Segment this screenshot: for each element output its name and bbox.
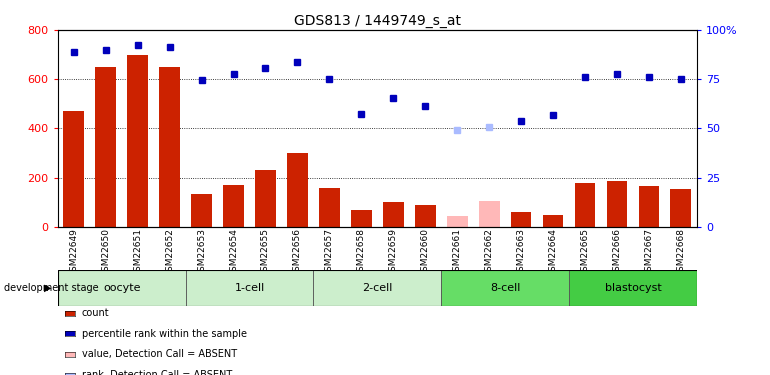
Bar (671, 189, 691, 227)
Bar (159, 67, 180, 227)
Bar (511, 212, 531, 227)
Text: percentile rank within the sample: percentile rank within the sample (82, 329, 246, 339)
Bar (447, 216, 467, 227)
Bar (191, 194, 212, 227)
Text: 1-cell: 1-cell (234, 283, 265, 293)
Bar (383, 202, 403, 227)
Bar (607, 182, 628, 227)
Text: ▶: ▶ (44, 283, 52, 293)
Bar (255, 170, 276, 227)
Bar (319, 188, 340, 227)
Text: blastocyst: blastocyst (604, 283, 661, 293)
Bar (638, 186, 659, 227)
Bar (223, 185, 244, 227)
FancyBboxPatch shape (441, 270, 569, 306)
FancyBboxPatch shape (313, 270, 441, 306)
FancyBboxPatch shape (569, 270, 697, 306)
Bar (127, 55, 148, 227)
Bar (415, 205, 436, 227)
Text: value, Detection Call = ABSENT: value, Detection Call = ABSENT (82, 350, 236, 359)
Text: oocyte: oocyte (103, 283, 140, 293)
Bar (574, 183, 595, 227)
Text: development stage: development stage (4, 283, 99, 293)
Text: count: count (82, 308, 109, 318)
Bar (351, 210, 372, 227)
FancyBboxPatch shape (58, 270, 186, 306)
Bar (95, 67, 116, 227)
Text: 8-cell: 8-cell (490, 283, 521, 293)
Bar (63, 111, 84, 227)
FancyBboxPatch shape (186, 270, 313, 306)
Text: rank, Detection Call = ABSENT: rank, Detection Call = ABSENT (82, 370, 232, 375)
Bar (543, 214, 564, 227)
Bar (287, 153, 308, 227)
Title: GDS813 / 1449749_s_at: GDS813 / 1449749_s_at (294, 13, 460, 28)
Text: 2-cell: 2-cell (362, 283, 393, 293)
Bar (479, 201, 500, 227)
